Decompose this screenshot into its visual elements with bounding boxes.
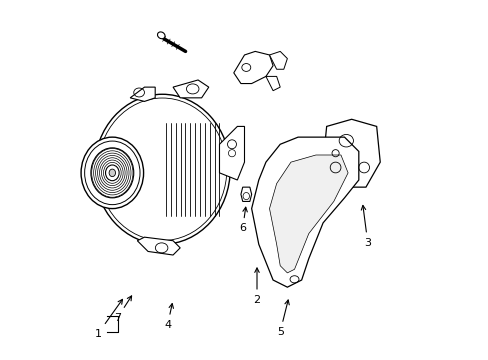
Polygon shape	[265, 76, 280, 91]
Ellipse shape	[81, 137, 143, 208]
Polygon shape	[137, 237, 180, 255]
Ellipse shape	[109, 169, 115, 177]
Ellipse shape	[94, 94, 230, 244]
Text: 7: 7	[114, 296, 131, 323]
Text: 2: 2	[253, 268, 260, 305]
Polygon shape	[251, 137, 358, 287]
Text: 4: 4	[164, 303, 173, 330]
Polygon shape	[241, 187, 251, 202]
Ellipse shape	[157, 32, 164, 39]
Text: 5: 5	[276, 300, 289, 337]
Polygon shape	[130, 87, 155, 102]
Text: 6: 6	[239, 207, 247, 233]
Polygon shape	[269, 155, 347, 273]
Ellipse shape	[91, 148, 134, 198]
Polygon shape	[173, 80, 208, 98]
Text: 1: 1	[94, 300, 122, 339]
Polygon shape	[233, 51, 272, 84]
Ellipse shape	[105, 165, 119, 181]
Text: 3: 3	[361, 206, 370, 248]
Polygon shape	[269, 51, 287, 69]
Polygon shape	[219, 126, 244, 180]
Polygon shape	[323, 119, 380, 187]
